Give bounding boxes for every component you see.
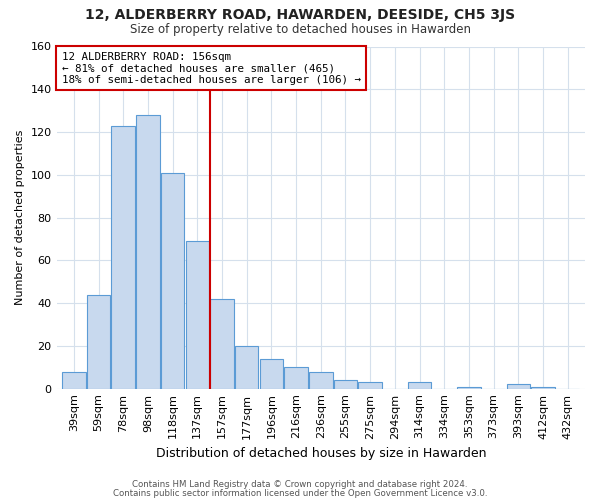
Text: 12, ALDERBERRY ROAD, HAWARDEN, DEESIDE, CH5 3JS: 12, ALDERBERRY ROAD, HAWARDEN, DEESIDE, …	[85, 8, 515, 22]
Bar	[210, 299, 234, 388]
Bar	[235, 346, 259, 389]
Bar	[457, 386, 481, 388]
Text: 12 ALDERBERRY ROAD: 156sqm
← 81% of detached houses are smaller (465)
18% of sem: 12 ALDERBERRY ROAD: 156sqm ← 81% of deta…	[62, 52, 361, 85]
Bar	[87, 294, 110, 388]
Bar	[309, 372, 332, 388]
Bar	[531, 386, 555, 388]
Bar	[408, 382, 431, 388]
Bar	[358, 382, 382, 388]
Bar	[161, 172, 184, 388]
Bar	[260, 358, 283, 388]
Text: Size of property relative to detached houses in Hawarden: Size of property relative to detached ho…	[130, 22, 470, 36]
Bar	[506, 384, 530, 388]
Bar	[136, 115, 160, 388]
Bar	[62, 372, 86, 388]
X-axis label: Distribution of detached houses by size in Hawarden: Distribution of detached houses by size …	[155, 447, 486, 460]
Bar	[185, 241, 209, 388]
Bar	[112, 126, 135, 388]
Bar	[284, 368, 308, 388]
Y-axis label: Number of detached properties: Number of detached properties	[15, 130, 25, 306]
Bar	[334, 380, 357, 388]
Text: Contains public sector information licensed under the Open Government Licence v3: Contains public sector information licen…	[113, 488, 487, 498]
Text: Contains HM Land Registry data © Crown copyright and database right 2024.: Contains HM Land Registry data © Crown c…	[132, 480, 468, 489]
